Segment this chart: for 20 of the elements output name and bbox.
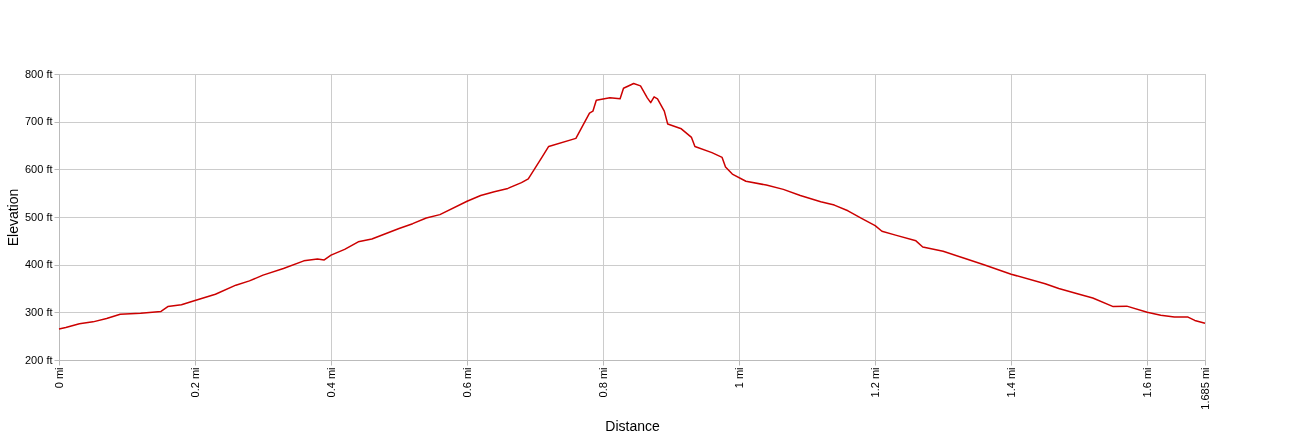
- x-tick-label: 1.2 mi: [868, 367, 881, 398]
- y-tick-label: 700 ft: [24, 115, 53, 128]
- x-tick-label: 1.6 mi: [1140, 367, 1153, 398]
- x-tick-label: 0.4 mi: [324, 367, 337, 398]
- x-tick-label: 1 mi: [732, 367, 745, 389]
- y-tick-label: 600 ft: [24, 162, 53, 175]
- x-axis-title: Distance: [605, 417, 660, 434]
- y-tick-label: 300 ft: [24, 305, 53, 318]
- x-tick-label: 0 mi: [52, 367, 65, 389]
- y-tick-label: 200 ft: [24, 353, 53, 366]
- y-axis-title: Elevation: [4, 188, 21, 247]
- y-tick-label: 500 ft: [24, 210, 53, 223]
- x-tick-label: 1.4 mi: [1004, 367, 1017, 398]
- x-tick-label: 0.6 mi: [460, 367, 473, 398]
- x-tick-label: 0.2 mi: [188, 367, 201, 398]
- y-tick-label: 800 ft: [24, 67, 53, 80]
- line-series: [58, 82, 1206, 330]
- x-tick-label: 1.685 mi: [1198, 367, 1211, 410]
- y-tick-label: 400 ft: [24, 258, 53, 271]
- x-tick-label: 0.8 mi: [596, 367, 609, 398]
